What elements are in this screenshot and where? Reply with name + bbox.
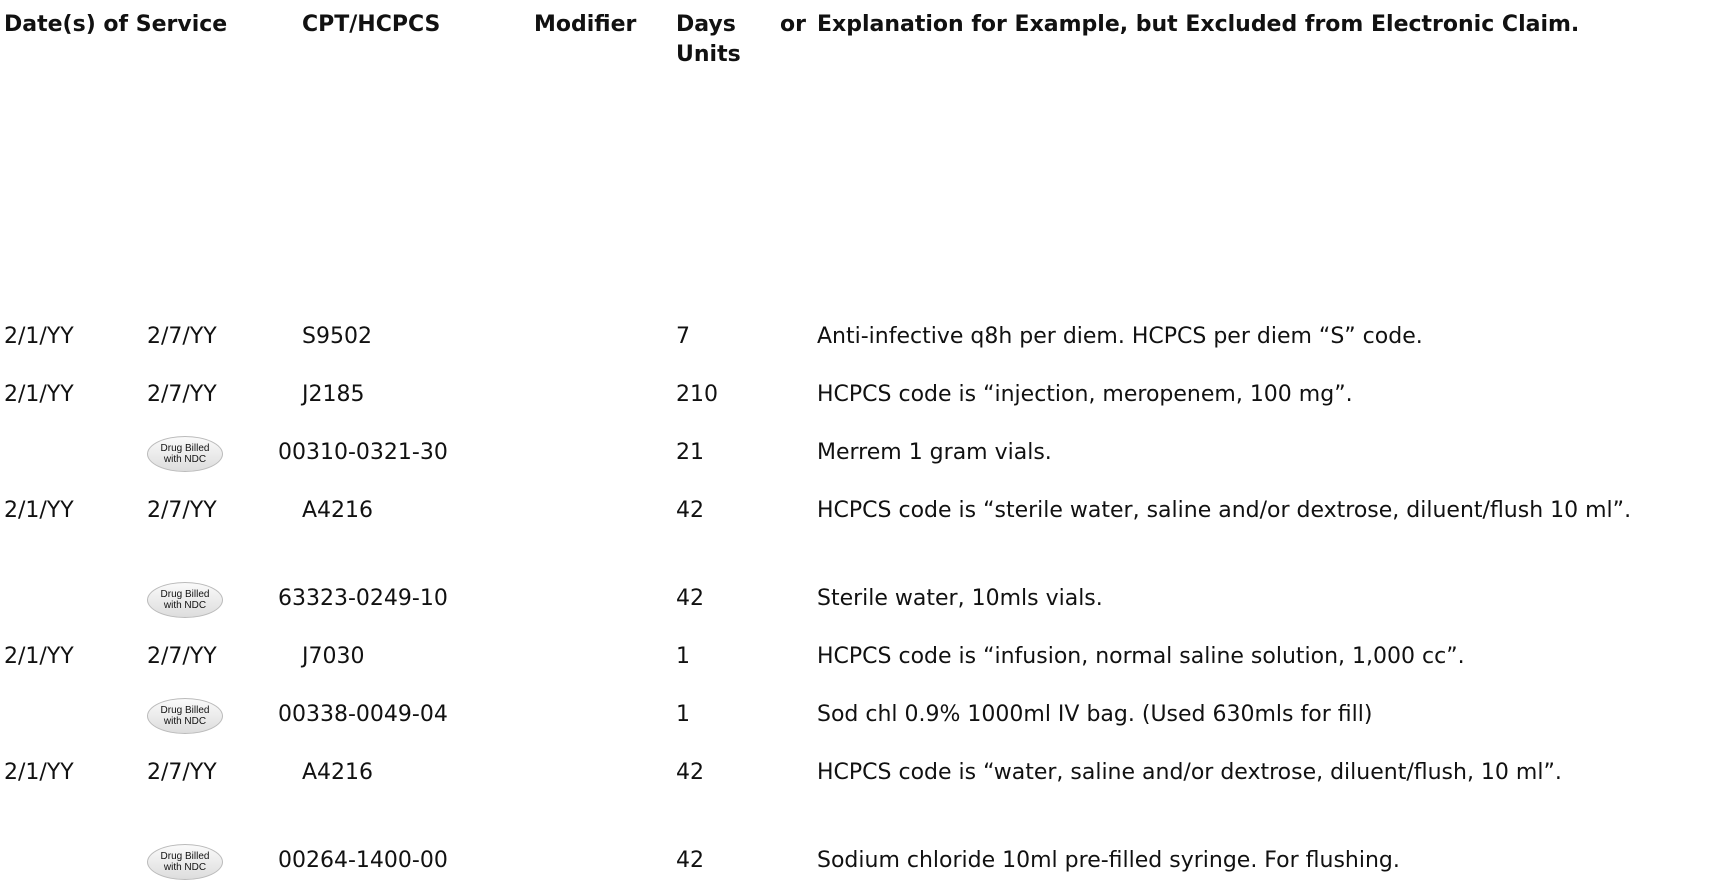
date-to: 2/7/YY bbox=[147, 324, 217, 349]
units: 42 bbox=[676, 586, 704, 611]
header-explanation: Explanation for Example, but Excluded fr… bbox=[817, 12, 1580, 37]
units: 1 bbox=[676, 644, 690, 669]
badge-line: with NDC bbox=[163, 454, 207, 465]
hcpcs-code: S9502 bbox=[302, 324, 372, 349]
header-modifier: Modifier bbox=[534, 12, 637, 37]
badge-line: Drug Billed bbox=[160, 589, 210, 600]
explanation: Sod chl 0.9% 1000ml IV bag. (Used 630mls… bbox=[817, 702, 1373, 727]
explanation: Merrem 1 gram vials. bbox=[817, 440, 1052, 465]
units: 42 bbox=[676, 760, 704, 785]
explanation: Sterile water, 10mls vials. bbox=[817, 586, 1103, 611]
hcpcs-code: A4216 bbox=[302, 760, 374, 785]
date-to: 2/7/YY bbox=[147, 760, 217, 785]
date-from: 2/1/YY bbox=[4, 498, 74, 523]
hcpcs-code: J2185 bbox=[302, 382, 365, 407]
badge-line: Drug Billed bbox=[160, 705, 210, 716]
header-code: CPT/HCPCS bbox=[302, 12, 441, 37]
units: 210 bbox=[676, 382, 718, 407]
ndc-code: 00264-1400-00 bbox=[278, 848, 448, 873]
units: 7 bbox=[676, 324, 690, 349]
ndc-badge: Drug Billed with NDC bbox=[147, 844, 223, 880]
explanation: HCPCS code is “injection, meropenem, 100… bbox=[817, 382, 1353, 407]
units: 42 bbox=[676, 848, 704, 873]
units: 21 bbox=[676, 440, 704, 465]
date-from: 2/1/YY bbox=[4, 324, 74, 349]
hcpcs-code: A4216 bbox=[302, 498, 374, 523]
hcpcs-code: J7030 bbox=[302, 644, 365, 669]
ndc-badge: Drug Billed with NDC bbox=[147, 582, 223, 618]
badge-line: Drug Billed bbox=[160, 851, 210, 862]
badge-line: with NDC bbox=[163, 600, 207, 611]
units: 1 bbox=[676, 702, 690, 727]
ndc-code: 63323-0249-10 bbox=[278, 586, 448, 611]
badge-line: with NDC bbox=[163, 862, 207, 873]
badge-line: with NDC bbox=[163, 716, 207, 727]
explanation: HCPCS code is “sterile water, saline and… bbox=[817, 498, 1632, 523]
ndc-code: 00310-0321-30 bbox=[278, 440, 448, 465]
units: 42 bbox=[676, 498, 704, 523]
explanation: HCPCS code is “water, saline and/or dext… bbox=[817, 760, 1562, 785]
badge-line: Drug Billed bbox=[160, 443, 210, 454]
date-from: 2/1/YY bbox=[4, 760, 74, 785]
ndc-code: 00338-0049-04 bbox=[278, 702, 448, 727]
date-to: 2/7/YY bbox=[147, 382, 217, 407]
date-to: 2/7/YY bbox=[147, 498, 217, 523]
explanation: Anti-infective q8h per diem. HCPCS per d… bbox=[817, 324, 1423, 349]
header-date: Date(s) of Service bbox=[4, 12, 228, 37]
ndc-badge: Drug Billed with NDC bbox=[147, 698, 223, 734]
ndc-badge: Drug Billed with NDC bbox=[147, 436, 223, 472]
explanation: HCPCS code is “infusion, normal saline s… bbox=[817, 644, 1465, 669]
date-from: 2/1/YY bbox=[4, 644, 74, 669]
explanation: Sodium chloride 10ml pre-filled syringe.… bbox=[817, 848, 1400, 873]
header-units: Days or Units bbox=[676, 12, 806, 67]
date-to: 2/7/YY bbox=[147, 644, 217, 669]
date-from: 2/1/YY bbox=[4, 382, 74, 407]
